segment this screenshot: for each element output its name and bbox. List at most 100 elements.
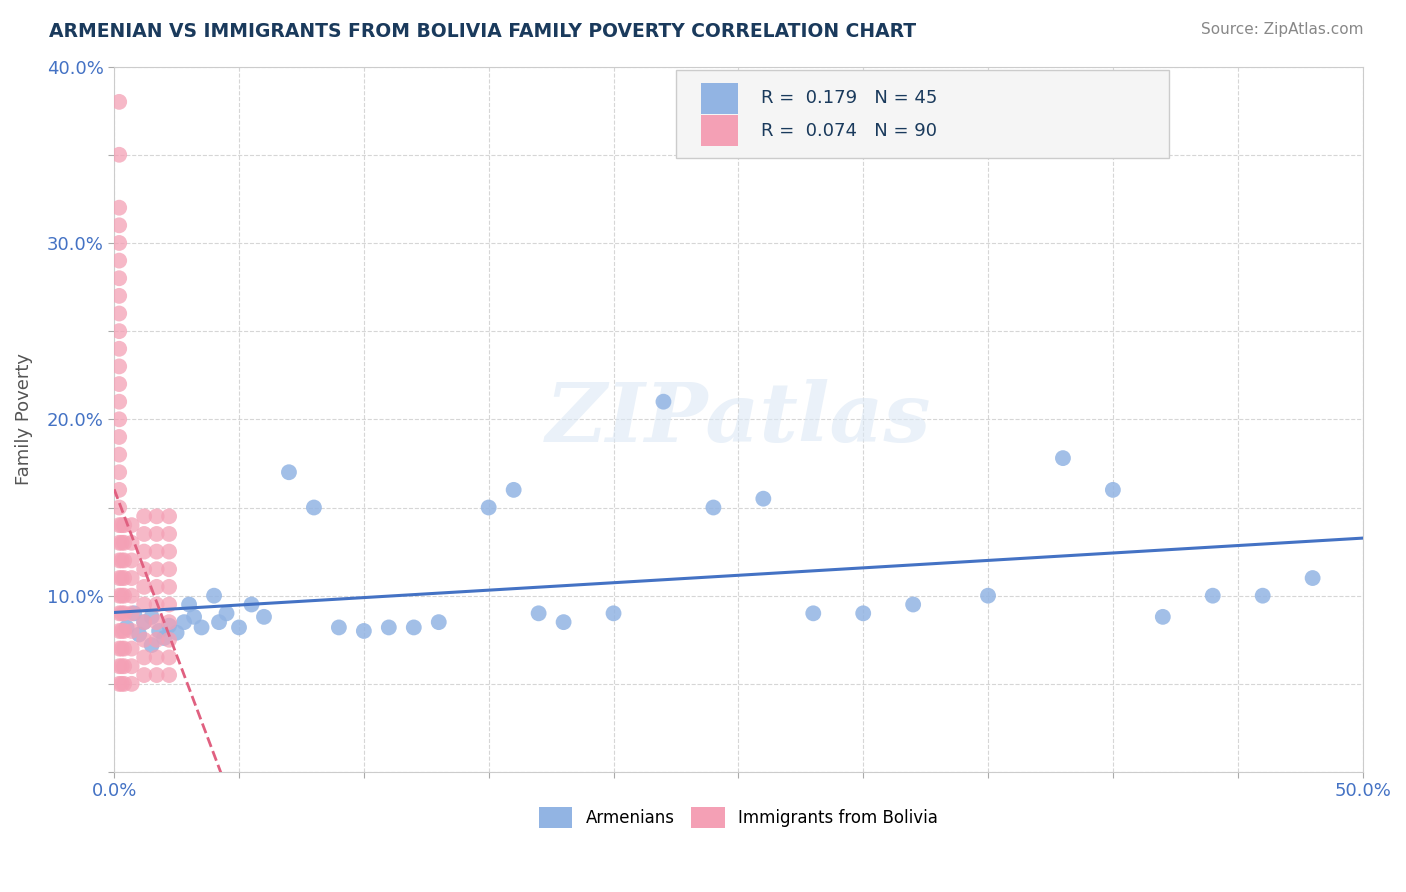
Point [108,394,131,409]
Point [157,615,180,629]
Point [153,631,176,645]
Point [752,491,775,506]
Point [166,625,188,640]
Point [1251,589,1274,603]
Point [208,615,231,629]
Point [278,465,301,479]
Point [145,544,167,558]
Point [702,500,724,515]
Point [145,580,167,594]
Point [977,589,1000,603]
Point [157,668,180,682]
Point [1202,589,1225,603]
Point [121,641,143,656]
Point [157,509,180,524]
Point [1302,571,1324,585]
Point [134,615,156,629]
Point [652,394,675,409]
Point [111,553,134,567]
FancyBboxPatch shape [676,70,1168,158]
Point [108,289,131,303]
Point [253,610,276,624]
Point [108,306,131,320]
Point [134,562,156,576]
Point [145,650,167,665]
Point [108,483,131,497]
Point [183,610,205,624]
Point [108,148,131,162]
Point [108,553,131,567]
Point [111,589,134,603]
Text: Source: ZipAtlas.com: Source: ZipAtlas.com [1201,22,1364,37]
Point [378,620,401,634]
Point [128,627,150,641]
Point [901,598,924,612]
Point [108,377,131,392]
Point [115,620,138,634]
Point [112,659,135,673]
Point [108,219,131,233]
Point [108,589,131,603]
Point [108,324,131,338]
Point [134,668,156,682]
Point [121,553,143,567]
Point [112,624,135,638]
Point [134,598,156,612]
Point [121,607,143,621]
Point [108,607,131,621]
Point [1102,483,1125,497]
Point [141,638,163,652]
Point [134,615,156,629]
Point [112,518,135,533]
Point [108,518,131,533]
Y-axis label: Family Poverty: Family Poverty [15,353,32,485]
Point [527,607,550,621]
Point [108,500,131,515]
Point [145,562,167,576]
Point [157,580,180,594]
Legend: Armenians, Immigrants from Bolivia: Armenians, Immigrants from Bolivia [533,801,945,834]
Point [108,342,131,356]
Point [202,589,225,603]
Point [157,544,180,558]
Point [402,620,425,634]
Point [108,677,131,691]
Point [111,518,134,533]
Point [157,527,180,541]
Point [108,253,131,268]
Point [112,571,135,585]
Point [801,607,824,621]
Point [353,624,375,638]
Point [111,659,134,673]
Point [111,677,134,691]
Point [121,571,143,585]
Point [108,95,131,109]
Point [190,620,212,634]
Point [122,607,145,621]
Point [121,518,143,533]
Point [134,632,156,647]
Point [145,598,167,612]
Point [121,677,143,691]
Point [111,535,134,549]
Text: ARMENIAN VS IMMIGRANTS FROM BOLIVIA FAMILY POVERTY CORRELATION CHART: ARMENIAN VS IMMIGRANTS FROM BOLIVIA FAMI… [49,22,917,41]
Point [502,483,524,497]
Point [134,509,156,524]
Point [177,598,200,612]
Point [228,620,250,634]
Bar [702,115,738,146]
Point [108,571,131,585]
Point [134,544,156,558]
Point [328,620,350,634]
Point [173,615,195,629]
Point [112,553,135,567]
Point [108,412,131,426]
Point [1152,610,1174,624]
Point [134,650,156,665]
Text: ZIPatlas: ZIPatlas [546,379,931,459]
Point [134,580,156,594]
Point [602,607,624,621]
Point [215,607,238,621]
Point [157,618,180,632]
Point [108,430,131,444]
